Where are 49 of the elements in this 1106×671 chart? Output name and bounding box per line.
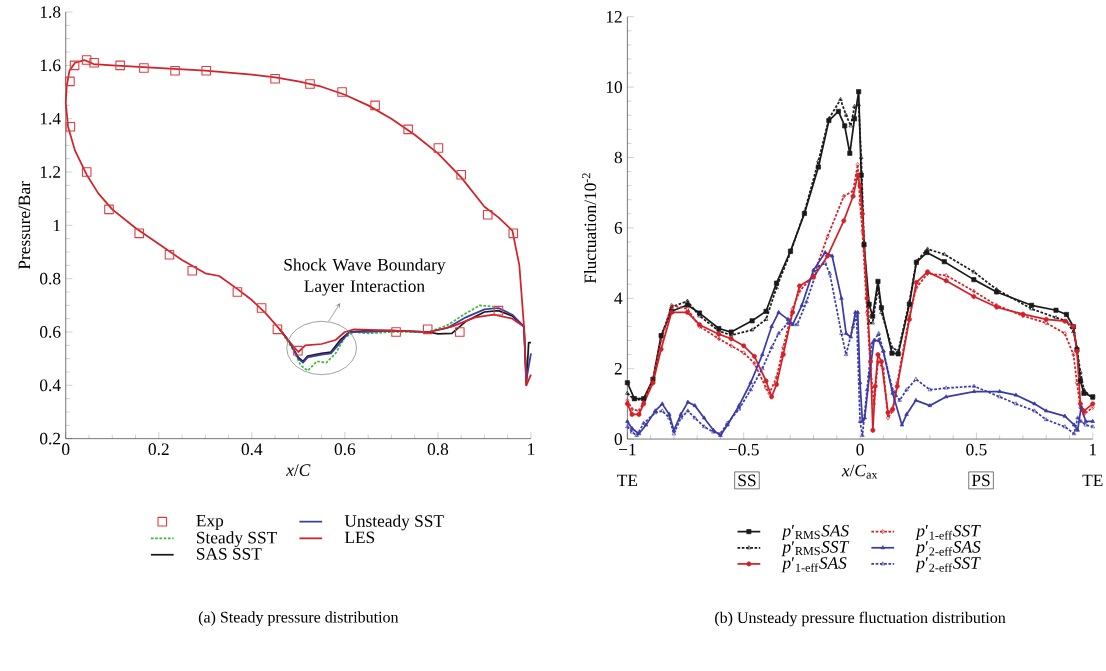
x-tick-label: 1 (528, 443, 535, 455)
x-tick-label: 0 (856, 443, 864, 456)
x-tick-label: 0.8 (427, 443, 449, 456)
text: TE (617, 474, 638, 487)
legend-label: LES (344, 531, 375, 544)
legend-label: p′$_{RMS}$SAS (781, 524, 849, 541)
y-tick-label: 0.2 (40, 432, 61, 445)
y-tick-label: 0 (614, 433, 622, 445)
y-tick-label: 0.4 (40, 379, 61, 392)
text: SS (738, 474, 756, 487)
x-axis-title: x/C$_{ax}$ (841, 464, 878, 479)
x-tick-label: 0 (62, 443, 70, 456)
y-tick-label: 2 (614, 362, 622, 375)
y-tick-label: 1.4 (40, 112, 61, 125)
y-tick-label: 8 (614, 151, 622, 164)
y-axis-title: Fluctuation/10$^{-2}$ (582, 173, 597, 284)
legend-label: p′$_{1-eff}$SAS (781, 557, 847, 573)
y-tick-label: 0.6 (40, 326, 61, 338)
legend-label: Exp (196, 515, 224, 531)
y-tick-label: 1.2 (40, 166, 61, 178)
text: PS (971, 474, 990, 487)
legend-label: Unsteady SST (344, 514, 444, 531)
y-tick-label: 0.8 (40, 272, 61, 285)
legend-label: Steady SST (197, 531, 277, 548)
x-axis-title: x/C (286, 464, 311, 476)
x-tick-label: 1 (1089, 443, 1097, 456)
text: TE (1082, 474, 1103, 487)
text: (b) Unsteady pressure fluctuation distribution (715, 611, 1006, 627)
legend-label: p′$_{2-eff}$SAS (915, 541, 981, 557)
x-tick-label: 0.5 (966, 443, 987, 456)
x-tick-label: 0.4 (241, 443, 263, 456)
text: (a) Steady pressure distribution (198, 611, 399, 626)
x-tick-label: 0.6 (334, 443, 356, 456)
legend-label: SAS SST (197, 548, 262, 560)
legend-label: p′$_{RMS}$SST (781, 541, 850, 557)
y-tick-label: 1 (53, 219, 60, 232)
annotation: Shock Wave Boundary Layer Interaction (284, 258, 446, 296)
x-tick-label: −0.5 (728, 443, 759, 456)
legend-label: p′$_{1-eff}$SST (915, 524, 981, 541)
y-tick-label: 4 (614, 292, 623, 305)
y-axis-title: Pressure/Bar (18, 181, 31, 270)
y-tick-label: 1.6 (40, 59, 61, 72)
y-tick-label: 10 (606, 81, 622, 94)
y-tick-label: 1.8 (40, 6, 61, 19)
legend-label: p′$_{2-eff}$SST (915, 557, 981, 573)
y-tick-label: 12 (606, 11, 622, 23)
y-tick-label: 6 (614, 222, 623, 234)
x-tick-label: 0.2 (148, 443, 169, 456)
x-tick-label: −1 (619, 443, 636, 456)
